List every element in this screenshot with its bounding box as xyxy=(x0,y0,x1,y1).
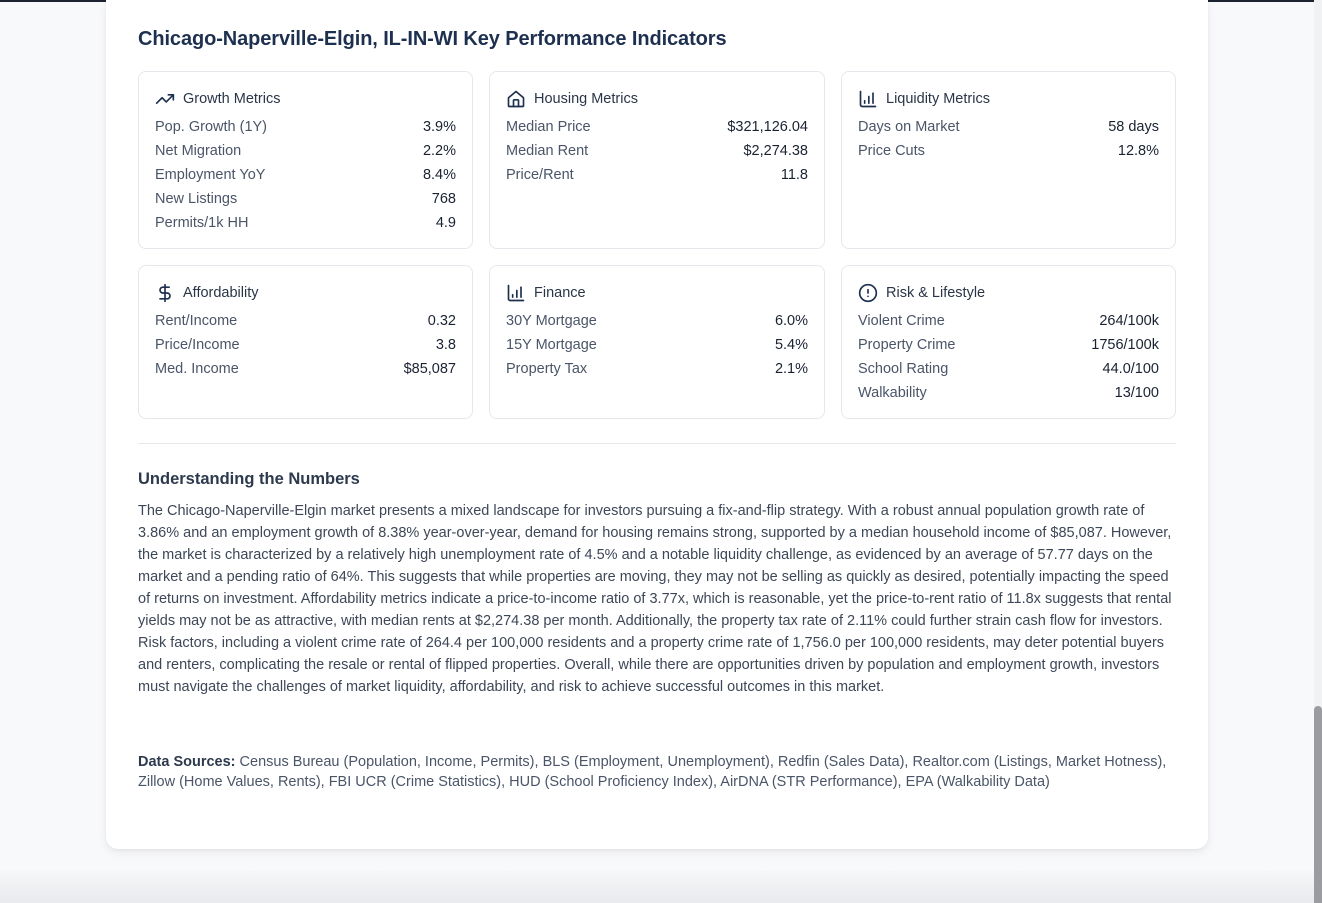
metric-value: $321,126.04 xyxy=(727,119,808,135)
metric-value: 12.8% xyxy=(1117,143,1159,159)
card-title: Growth Metrics xyxy=(183,91,281,107)
metric-row: Employment YoY 8.4% xyxy=(155,163,456,187)
metric-value: 44.0/100 xyxy=(1102,361,1159,377)
metric-value: 5.4% xyxy=(774,337,808,353)
metric-value: 3.9% xyxy=(422,119,456,135)
metric-row: Price/Rent 11.8 xyxy=(506,163,808,187)
vertical-scrollbar[interactable] xyxy=(1314,0,1322,903)
explainer-body: The Chicago-Naperville-Elgin market pres… xyxy=(138,503,1172,695)
metric-row: Property Tax 2.1% xyxy=(506,357,808,381)
metric-row: Rent/Income 0.32 xyxy=(155,309,456,333)
metric-row: Net Migration 2.2% xyxy=(155,139,456,163)
growth-metrics-card: Growth Metrics Pop. Growth (1Y) 3.9% Net … xyxy=(138,71,473,249)
metric-value: 768 xyxy=(431,191,456,207)
metric-row: New Listings 768 xyxy=(155,187,456,211)
metric-value: 3.8 xyxy=(435,337,456,353)
finance-card: Finance 30Y Mortgage 6.0% 15Y Mortgage 5.4… xyxy=(489,265,825,419)
metric-label: Price/Income xyxy=(155,337,240,353)
metric-value: 13/100 xyxy=(1114,385,1159,401)
metric-row: Violent Crime 264/100k xyxy=(858,309,1159,333)
metric-row: Price Cuts 12.8% xyxy=(858,139,1159,163)
scrollbar-thumb[interactable] xyxy=(1314,706,1322,903)
metric-label: 30Y Mortgage xyxy=(506,313,597,329)
page-title: Chicago-Naperville-Elgin, IL-IN-WI Key P… xyxy=(138,28,727,50)
metric-label: Property Tax xyxy=(506,361,588,377)
metric-label: Walkability xyxy=(858,385,927,401)
page-footer-shade xyxy=(0,870,1314,903)
housing-metrics-card: Housing Metrics Median Price $321,126.04 … xyxy=(489,71,825,249)
metric-row: Permits/1k HH 4.9 xyxy=(155,211,456,235)
affordability-card: Affordability Rent/Income 0.32 Price/Inco… xyxy=(138,265,473,419)
bar-chart-icon xyxy=(858,89,878,109)
metric-label: Price/Rent xyxy=(506,167,574,183)
metric-value: 264/100k xyxy=(1099,313,1159,329)
metric-value: 6.0% xyxy=(774,313,808,329)
explainer-title: Understanding the Numbers xyxy=(138,470,360,488)
risk-lifestyle-card: Risk & Lifestyle Violent Crime 264/100k P… xyxy=(841,265,1176,419)
trending-up-icon xyxy=(155,89,175,109)
metric-value: 11.8 xyxy=(780,167,808,183)
metric-row: Pop. Growth (1Y) 3.9% xyxy=(155,115,456,139)
home-icon xyxy=(506,89,526,109)
metrics-grid: Growth Metrics Pop. Growth (1Y) 3.9% Net … xyxy=(138,71,1176,419)
metric-row: Median Price $321,126.04 xyxy=(506,115,808,139)
metric-row: Days on Market 58 days xyxy=(858,115,1159,139)
metric-value: 58 days xyxy=(1108,119,1159,135)
metric-value: 2.2% xyxy=(422,143,456,159)
metric-value: 2.1% xyxy=(774,361,808,377)
metric-label: Med. Income xyxy=(155,361,239,377)
metric-label: Days on Market xyxy=(858,119,960,135)
metric-row: 30Y Mortgage 6.0% xyxy=(506,309,808,333)
data-sources-text: Census Bureau (Population, Income, Permi… xyxy=(138,754,1167,790)
metric-row: School Rating 44.0/100 xyxy=(858,357,1159,381)
card-title: Finance xyxy=(534,285,586,301)
metric-label: Rent/Income xyxy=(155,313,238,329)
data-sources-label: Data Sources: xyxy=(138,754,236,770)
kpi-panel: Chicago-Naperville-Elgin, IL-IN-WI Key P… xyxy=(106,0,1208,849)
card-title: Housing Metrics xyxy=(534,91,638,107)
metric-value: $85,087 xyxy=(403,361,456,377)
alert-circle-icon xyxy=(858,283,878,303)
card-title: Affordability xyxy=(183,285,259,301)
data-sources: Data Sources: Census Bureau (Population,… xyxy=(138,752,1178,792)
metric-label: Property Crime xyxy=(858,337,956,353)
metric-label: Pop. Growth (1Y) xyxy=(155,119,268,135)
metric-label: Permits/1k HH xyxy=(155,215,249,231)
metric-row: Walkability 13/100 xyxy=(858,381,1159,405)
metric-label: Net Migration xyxy=(155,143,242,159)
metric-row: Property Crime 1756/100k xyxy=(858,333,1159,357)
card-title: Risk & Lifestyle xyxy=(886,285,986,301)
metric-label: School Rating xyxy=(858,361,949,377)
metric-value: 1756/100k xyxy=(1091,337,1159,353)
metric-row: Median Rent $2,274.38 xyxy=(506,139,808,163)
metric-value: 0.32 xyxy=(427,313,456,329)
metric-value: 8.4% xyxy=(422,167,456,183)
bar-chart-icon xyxy=(506,283,526,303)
metric-label: Median Price xyxy=(506,119,591,135)
section-divider xyxy=(138,443,1176,444)
metric-label: Employment YoY xyxy=(155,167,266,183)
card-title: Liquidity Metrics xyxy=(886,91,990,107)
liquidity-metrics-card: Liquidity Metrics Days on Market 58 days … xyxy=(841,71,1176,249)
dollar-sign-icon xyxy=(155,283,175,303)
metric-value: $2,274.38 xyxy=(743,143,808,159)
metric-row: 15Y Mortgage 5.4% xyxy=(506,333,808,357)
metric-row: Price/Income 3.8 xyxy=(155,333,456,357)
metric-label: Price Cuts xyxy=(858,143,925,159)
metric-label: New Listings xyxy=(155,191,238,207)
metric-row: Med. Income $85,087 xyxy=(155,357,456,381)
metric-label: Median Rent xyxy=(506,143,589,159)
metric-value: 4.9 xyxy=(435,215,456,231)
metric-label: Violent Crime xyxy=(858,313,945,329)
metric-label: 15Y Mortgage xyxy=(506,337,597,353)
